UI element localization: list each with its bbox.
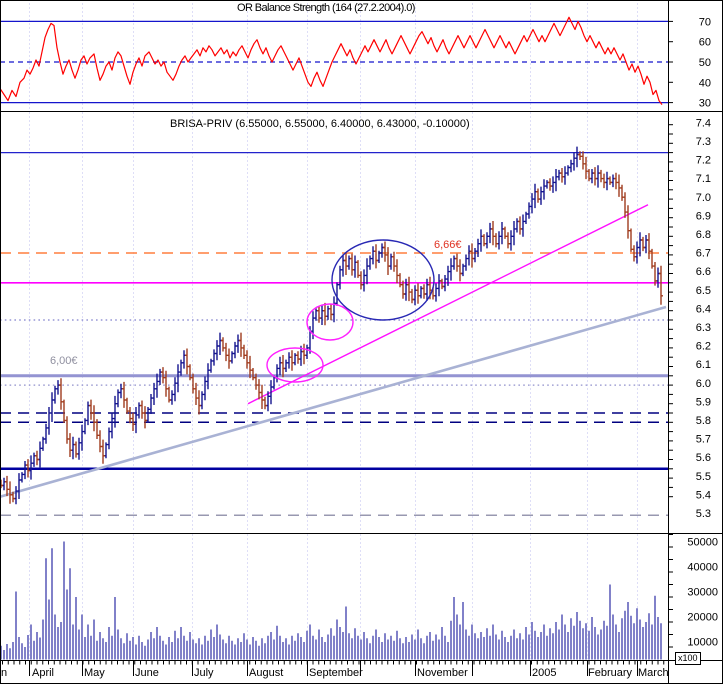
indicator-axis-label: 70 (699, 16, 711, 28)
price-axis-label: 7.4 (696, 117, 711, 129)
price-title: BRISA-PRIV (6.55000, 6.55000, 6.40000, 6… (170, 118, 470, 130)
consolidation-ellipse-1[interactable] (266, 347, 324, 383)
price-axis-label: 6.4 (696, 303, 711, 315)
volume-axis-label: 40000 (687, 562, 718, 574)
volume-axis-label: 30000 (687, 587, 718, 599)
uptrend-channel-magenta[interactable] (247, 204, 649, 405)
price-axis-label: 6.0 (696, 378, 711, 390)
price-axis-label: 7.2 (696, 155, 711, 167)
consolidation-ellipse-2[interactable] (306, 303, 354, 341)
volume-axis-label: 10000 (687, 637, 718, 649)
month-label: May (84, 667, 105, 679)
price-axis-label: 5.6 (696, 452, 711, 464)
price-axis-label: 5.7 (696, 434, 711, 446)
month-label: March (638, 667, 669, 679)
indicator-title: OR Balance Strength (164 (27.2.2004).0) (237, 2, 415, 14)
price-axis-label: 5.3 (696, 508, 711, 520)
month-label: 2005 (532, 667, 556, 679)
month-label: February (588, 667, 633, 679)
uptrend-support-gray[interactable] (0, 305, 667, 498)
price-axis-label: 6.1 (696, 359, 711, 371)
price-axis-label: 6.6 (696, 266, 711, 278)
price-axis-label: 7.0 (696, 192, 711, 204)
volume-unit-badge: x100 (675, 652, 701, 665)
price-axis-label: 5.5 (696, 471, 711, 483)
month-label: April (32, 667, 54, 679)
volume-bars (0, 541, 662, 660)
price-axis-label: 6.7 (696, 248, 711, 260)
price-annotation-666[interactable]: 6,66€ (434, 239, 462, 251)
relative-strength-line (0, 16, 663, 105)
month-label: n (1, 667, 7, 679)
month-label: June (135, 667, 159, 679)
price-axis-label: 5.4 (696, 489, 711, 501)
volume-axis-label: 20000 (687, 612, 718, 624)
price-axis-label: 6.9 (696, 210, 711, 222)
indicator-axis-label: 40 (699, 77, 711, 89)
ohlc-bars-down (0, 151, 663, 504)
price-axis-label: 5.8 (696, 415, 711, 427)
month-label: September (309, 667, 363, 679)
month-label: July (194, 667, 214, 679)
price-axis-label: 7.1 (696, 173, 711, 185)
month-label: November (417, 667, 468, 679)
month-label: August (249, 667, 283, 679)
price-axis-label: 7.3 (696, 136, 711, 148)
price-axis-label: 5.9 (696, 396, 711, 408)
price-axis-label: 6.5 (696, 285, 711, 297)
price-axis-label: 6.2 (696, 341, 711, 353)
price-annotation-600[interactable]: 6,00€ (50, 355, 78, 367)
congestion-ellipse-blue[interactable] (331, 239, 435, 321)
price-axis-label: 6.8 (696, 229, 711, 241)
indicator-axis-label: 30 (699, 98, 711, 110)
indicator-axis-label: 50 (699, 57, 711, 69)
volume-axis-label: 50000 (687, 537, 718, 549)
indicator-axis-label: 60 (699, 37, 711, 49)
price-axis-label: 6.3 (696, 322, 711, 334)
